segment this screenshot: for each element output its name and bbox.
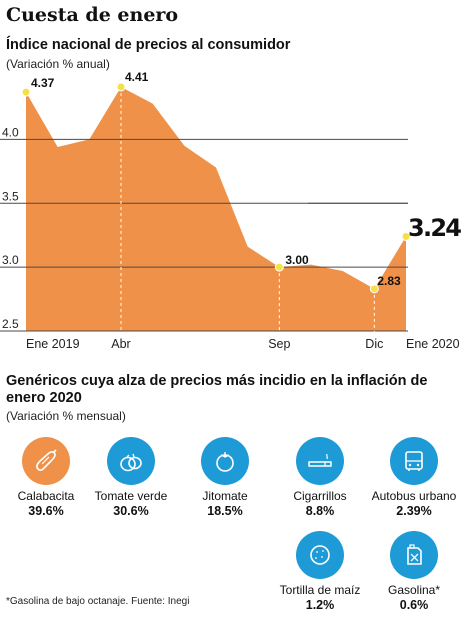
data-label: 2.83 xyxy=(377,274,401,288)
x-tick-label: Sep xyxy=(268,337,290,351)
y-tick-label: 4.0 xyxy=(2,125,19,139)
data-point-marker xyxy=(274,262,284,272)
product-item-autobus-urbano: Autobus urbano 2.39% xyxy=(366,437,462,518)
area-series xyxy=(26,86,406,331)
data-label: 4.37 xyxy=(31,76,55,90)
product-name: Tortilla de maíz xyxy=(279,583,361,597)
chart-subtitle: Índice nacional de precios al consumidor xyxy=(6,37,291,53)
page-title: Cuesta de enero xyxy=(6,4,179,26)
product-name: Gasolina* xyxy=(387,583,441,597)
product-name: Jitomate xyxy=(202,489,248,503)
y-tick-label: 3.5 xyxy=(2,189,19,203)
data-point-marker xyxy=(369,284,379,294)
footnote: *Gasolina de bajo octanaje. Fuente: Ineg… xyxy=(6,596,190,607)
x-tick-label: Dic xyxy=(365,337,383,351)
product-item-gasolina: Gasolina* 0.6% xyxy=(366,531,462,612)
product-item-cigarrillos: Cigarrillos 8.8% xyxy=(272,437,368,518)
product-item-tortilla: Tortilla de maíz 1.2% xyxy=(272,531,368,612)
y-tick-label: 3.0 xyxy=(2,253,19,267)
product-value: 0.6% xyxy=(399,598,429,612)
green-tomato-icon xyxy=(107,437,155,485)
product-name: Calabacita xyxy=(17,489,75,503)
product-value: 2.39% xyxy=(396,504,432,518)
data-label: 3.24 xyxy=(408,214,462,242)
data-point-marker xyxy=(21,87,31,97)
product-value: 8.8% xyxy=(305,504,335,518)
tomato-icon xyxy=(201,437,249,485)
data-point-marker xyxy=(401,231,411,241)
tortilla-icon xyxy=(296,531,344,579)
product-name: Autobus urbano xyxy=(371,489,457,503)
inflation-area-chart: 4.0 3.5 3.0 2.5 Ene 2019 Abr Sep Dic Ene 2020 4.3… xyxy=(0,70,462,351)
product-value: 18.5% xyxy=(207,504,243,518)
zucchini-icon xyxy=(22,437,70,485)
product-name: Cigarrillos xyxy=(293,489,347,503)
data-label: 3.00 xyxy=(285,253,309,267)
y-tick-label: 2.5 xyxy=(2,317,19,331)
chart-units-note: (Variación % anual) xyxy=(6,57,110,71)
x-tick-label: Abr xyxy=(111,337,130,351)
product-value: 1.2% xyxy=(305,598,335,612)
data-point-marker xyxy=(116,82,126,92)
cigarettes-icon xyxy=(296,437,344,485)
product-value: 30.6% xyxy=(113,504,149,518)
product-name: Tomate verde xyxy=(94,489,168,503)
product-item-calabacita: Calabacita 39.6% xyxy=(0,437,94,518)
data-label: 4.41 xyxy=(125,70,149,84)
products-section-title: Genéricos cuya alza de precios más incid… xyxy=(6,373,428,406)
bus-icon xyxy=(390,437,438,485)
product-item-jitomate: Jitomate 18.5% xyxy=(177,437,273,518)
x-tick-label: Ene 2020 xyxy=(406,337,460,351)
x-tick-label: Ene 2019 xyxy=(26,337,80,351)
products-units-note: (Variación % mensual) xyxy=(6,409,126,423)
product-item-tomate-verde: Tomate verde 30.6% xyxy=(83,437,179,518)
gas-can-icon xyxy=(390,531,438,579)
product-value: 39.6% xyxy=(28,504,64,518)
